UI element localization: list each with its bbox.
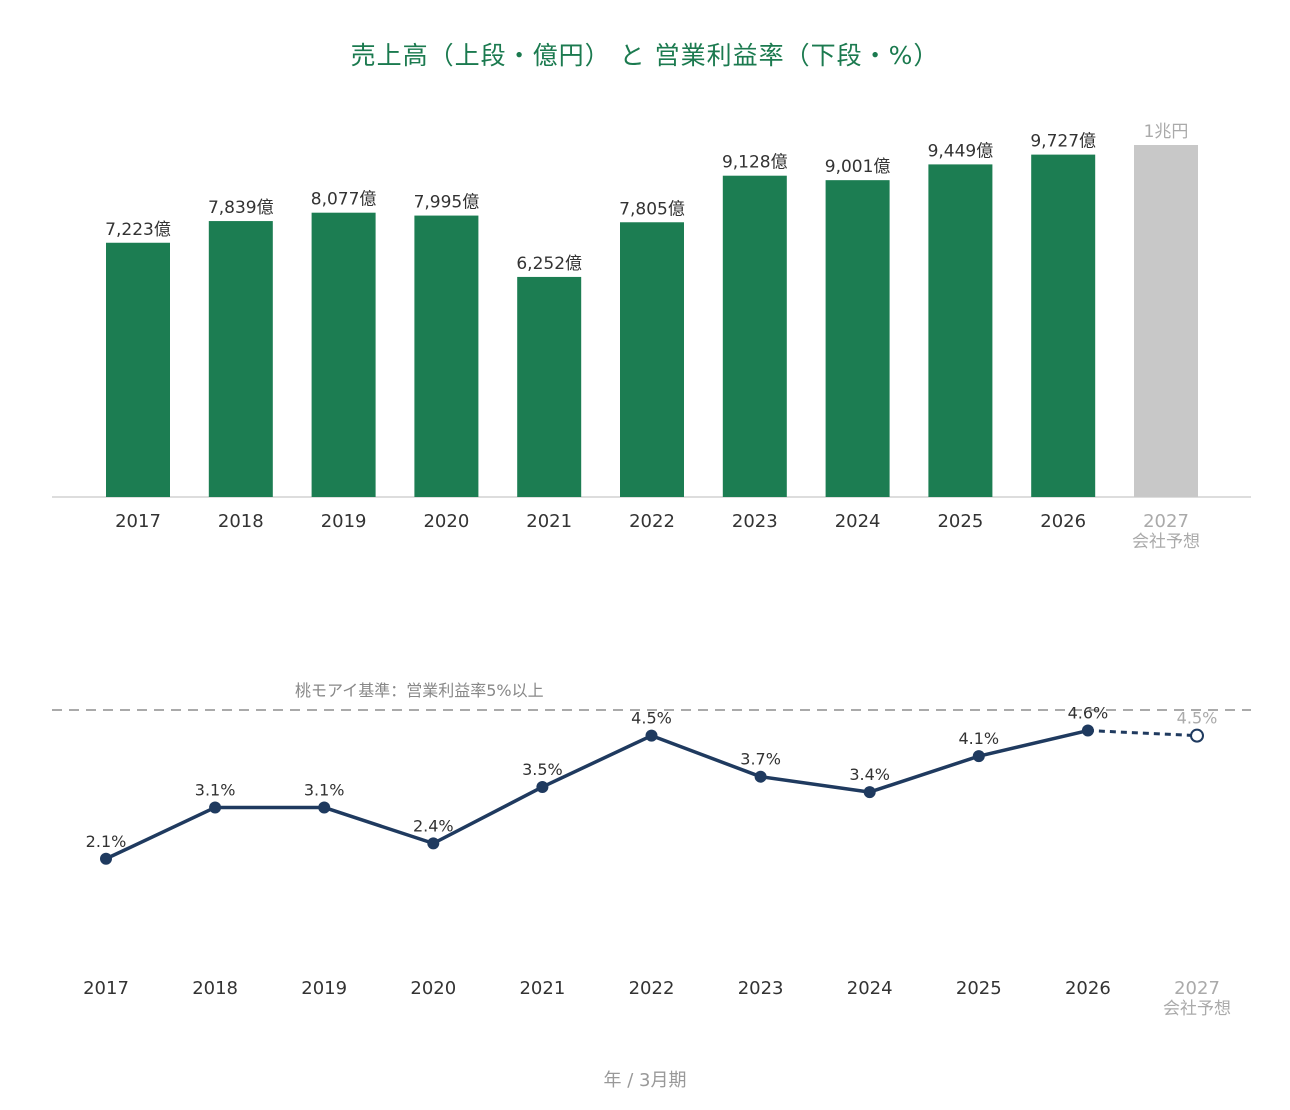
bar-x-tick-label: 2024 (835, 511, 881, 532)
line-x-tick-label: 2025 (956, 978, 1002, 999)
bar-x-tick-label: 2027 (1143, 511, 1189, 532)
margin-point (536, 780, 549, 793)
line-x-tick-label: 2018 (192, 978, 238, 999)
revenue-value-label: 6,252億 (516, 254, 582, 274)
margin-point (427, 837, 440, 850)
revenue-bar (620, 222, 684, 497)
line-x-tick-label: 2027 (1174, 978, 1220, 999)
revenue-value-label: 7,223億 (105, 220, 171, 240)
revenue-value-label: 7,805億 (619, 199, 685, 219)
revenue-bar (208, 221, 273, 497)
margin-forecast-line (1087, 729, 1198, 738)
line-x-tick-label: 2019 (301, 978, 347, 999)
margin-value-label: 4.5% (631, 709, 672, 728)
margin-value-label: 3.1% (304, 780, 345, 799)
margin-point (1081, 724, 1094, 737)
revenue-bar (722, 175, 787, 497)
bar-x-tick-label: 2022 (629, 511, 675, 532)
revenue-bar (311, 212, 376, 497)
margin-point (972, 750, 985, 763)
margin-value-label: 3.7% (740, 750, 781, 769)
margin-point (754, 770, 767, 783)
margin-value-label: 2.1% (86, 832, 127, 851)
revenue-bar (1134, 145, 1198, 497)
reference-line-label: 桃モアイ基準：営業利益率5%以上 (295, 681, 544, 700)
line-x-tick-label: 2021 (519, 978, 565, 999)
revenue-value-label: 9,128億 (722, 153, 788, 173)
margin-value-label: 3.5% (522, 760, 563, 779)
line-forecast-sublabel: 会社予想 (1163, 999, 1231, 1019)
revenue-value-label: 9,449億 (928, 141, 994, 161)
revenue-value-label: 7,995億 (414, 193, 480, 213)
revenue-bar (928, 164, 993, 497)
revenue-bar (825, 180, 890, 497)
margin-value-label: 4.1% (958, 729, 999, 748)
line-x-tick-label: 2024 (847, 978, 893, 999)
line-x-tick-label: 2020 (410, 978, 456, 999)
margin-point (318, 801, 331, 814)
revenue-bar (414, 215, 479, 498)
bar-x-tick-label: 2026 (1040, 511, 1086, 532)
revenue-value-label: 9,727億 (1030, 132, 1096, 152)
line-x-tick-label: 2023 (738, 978, 784, 999)
revenue-bar (517, 276, 582, 497)
margin-point (645, 729, 658, 742)
bar-x-tick-label: 2019 (321, 511, 367, 532)
margin-point (863, 786, 876, 799)
bar-forecast-sublabel: 会社予想 (1132, 532, 1200, 552)
margin-point (1190, 728, 1204, 743)
revenue-value-label: 7,839億 (208, 198, 274, 218)
bar-x-tick-label: 2017 (115, 511, 161, 532)
line-x-tick-label: 2026 (1065, 978, 1111, 999)
margin-value-label: 3.4% (849, 765, 890, 784)
bar-x-tick-label: 2023 (732, 511, 778, 532)
bar-x-tick-label: 2020 (423, 511, 469, 532)
revenue-bar (106, 242, 170, 497)
margin-point (209, 801, 222, 814)
revenue-value-label: 1兆円 (1144, 122, 1189, 142)
margin-value-label: 3.1% (195, 780, 236, 799)
bar-x-tick-label: 2025 (937, 511, 983, 532)
margin-value-label: 4.6% (1068, 704, 1109, 723)
margin-point (100, 852, 112, 865)
margin-value-label: 2.4% (413, 816, 454, 835)
bar-x-tick-label: 2018 (218, 511, 264, 532)
revenue-value-label: 9,001億 (825, 157, 891, 177)
revenue-bar (1031, 154, 1096, 497)
line-x-tick-label: 2017 (83, 978, 129, 999)
line-x-tick-label: 2022 (629, 978, 675, 999)
revenue-value-label: 8,077億 (311, 190, 377, 210)
x-axis-title: 年 / 3月期 (603, 1070, 687, 1091)
margin-series-line (105, 728, 1089, 861)
margin-value-label: 4.5% (1177, 709, 1218, 728)
bar-x-tick-label: 2021 (526, 511, 572, 532)
chart-title: 売上高（上段・億円） と 営業利益率（下段・%） (350, 41, 940, 70)
